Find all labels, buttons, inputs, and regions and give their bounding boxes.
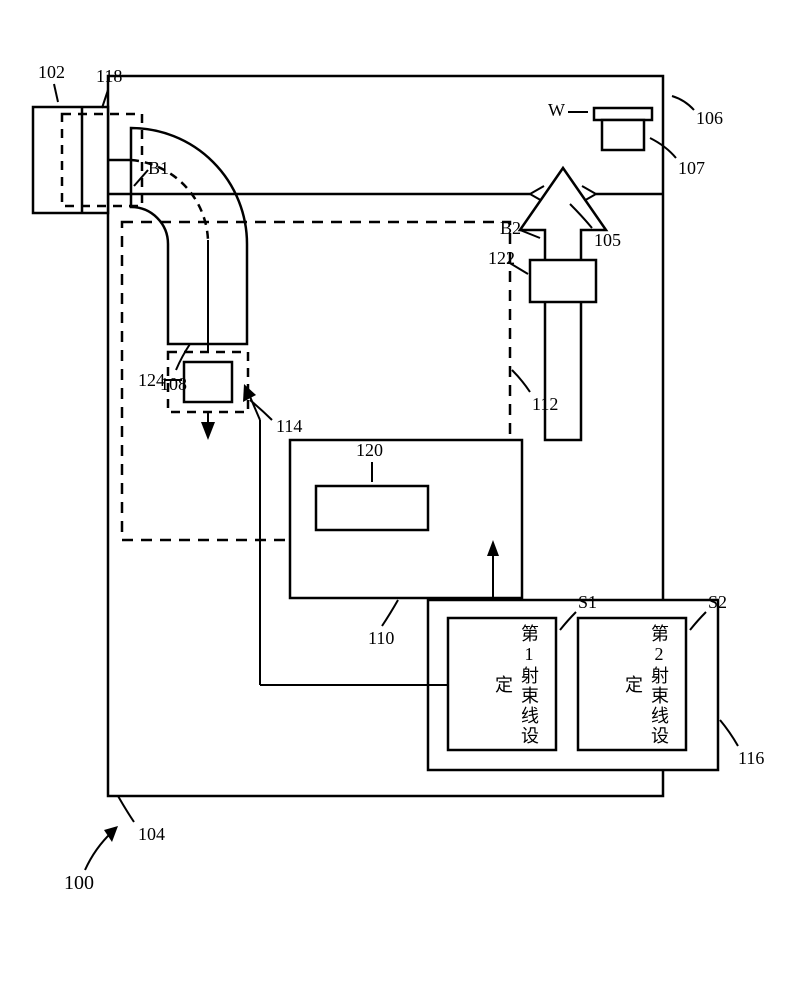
r116 — [428, 600, 718, 770]
r110 — [290, 440, 522, 598]
lbl-118: 118 — [96, 66, 122, 87]
curve100 — [85, 832, 112, 870]
wafer — [594, 108, 652, 120]
bah1 — [201, 422, 215, 440]
final-svg — [0, 0, 794, 1000]
lbl-b1: B1 — [148, 158, 169, 179]
a2h — [243, 384, 256, 402]
ld110 — [382, 600, 398, 626]
lbl-107: 107 — [678, 158, 705, 179]
r122 — [530, 260, 596, 302]
ld104 — [118, 796, 134, 822]
ld116 — [720, 720, 738, 746]
lbl-104: 104 — [138, 824, 165, 845]
lbl-124: 124 — [138, 370, 165, 391]
lbl-110: 110 — [368, 628, 394, 649]
lbl-120: 120 — [356, 440, 383, 461]
lbl-106: 106 — [696, 108, 723, 129]
lbl-116: 116 — [738, 748, 764, 769]
curve100h — [104, 826, 118, 842]
lbl-s1: S1 — [578, 592, 597, 613]
ld112 — [512, 370, 530, 392]
s1-text: 第1射束线设定 — [490, 624, 542, 746]
ld106 — [672, 96, 694, 110]
lbl-114: 114 — [276, 416, 302, 437]
lbl-100: 100 — [64, 872, 94, 895]
lbl-b2: B2 — [500, 218, 521, 239]
lbl-102: 102 — [38, 62, 65, 83]
lbl-112: 112 — [532, 394, 558, 415]
ld114 — [250, 400, 272, 420]
s2-text: 第2射束线设定 — [620, 624, 672, 746]
lbl-s2: S2 — [708, 592, 727, 613]
stage-107 — [602, 120, 644, 150]
lbl-w: W — [548, 100, 565, 121]
r102 — [33, 107, 108, 213]
r124 — [184, 362, 232, 402]
figure-caption: 图1 — [742, 450, 794, 492]
lbl-122: 122 — [488, 248, 515, 269]
ld102 — [54, 84, 58, 102]
lbl-105: 105 — [594, 230, 621, 251]
